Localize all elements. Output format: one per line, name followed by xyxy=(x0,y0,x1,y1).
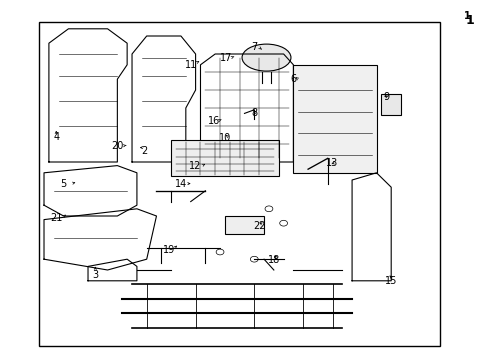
Bar xyxy=(171,140,278,176)
Text: 21: 21 xyxy=(50,213,62,223)
Text: 22: 22 xyxy=(252,221,265,231)
Bar xyxy=(224,216,264,234)
Text: 6: 6 xyxy=(290,74,296,84)
Text: 15: 15 xyxy=(384,276,397,286)
Text: 20: 20 xyxy=(111,141,123,151)
Bar xyxy=(381,94,400,115)
Text: 12: 12 xyxy=(189,161,202,171)
Text: 4: 4 xyxy=(53,132,59,142)
Text: 18: 18 xyxy=(267,255,280,265)
Ellipse shape xyxy=(242,44,290,71)
Text: 19: 19 xyxy=(162,245,175,255)
Text: 14: 14 xyxy=(174,179,187,189)
Text: 3: 3 xyxy=(92,270,98,280)
Bar xyxy=(39,22,439,346)
Text: 17: 17 xyxy=(220,53,232,63)
Text: 2: 2 xyxy=(141,146,147,156)
Text: 9: 9 xyxy=(383,92,388,102)
Text: 7: 7 xyxy=(251,42,257,52)
Text: 11: 11 xyxy=(184,60,197,70)
Text: 13: 13 xyxy=(325,158,338,168)
Text: 1: 1 xyxy=(465,14,473,27)
Text: 5: 5 xyxy=(61,179,66,189)
Text: 8: 8 xyxy=(251,108,257,118)
Text: 1: 1 xyxy=(463,11,469,21)
Text: 16: 16 xyxy=(207,116,220,126)
Bar xyxy=(293,65,376,173)
Text: 10: 10 xyxy=(218,132,231,143)
